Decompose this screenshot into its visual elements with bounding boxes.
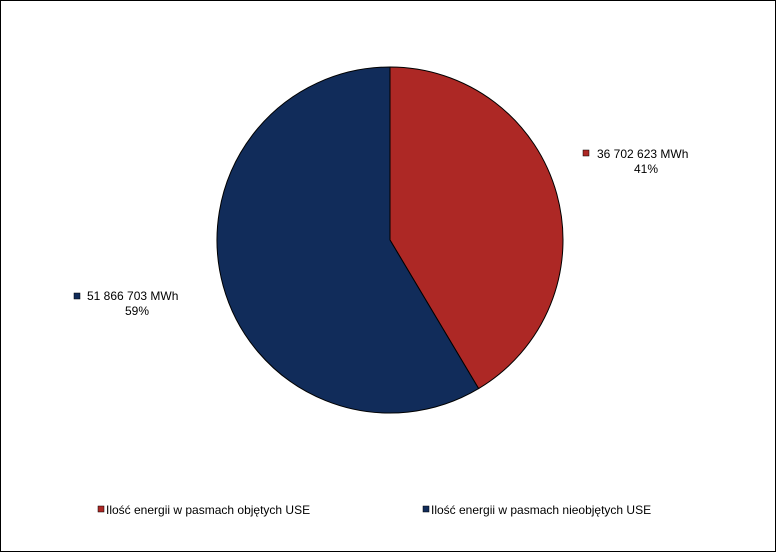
- data-label-marker-1: [73, 292, 81, 300]
- legend-swatch-0: [97, 505, 105, 513]
- legend-label-1: Ilość energii w pasmach nieobjętych USE: [431, 503, 651, 517]
- pie-slice-1: [216, 66, 480, 414]
- data-label-1: 51 866 703 MWh 59%: [73, 289, 178, 318]
- pie-slice-0: [389, 66, 564, 390]
- data-label-value-1: 51 866 703 MWh: [87, 289, 178, 303]
- legend-item-1: Ilość energii w pasmach nieobjętych USE: [422, 503, 651, 517]
- data-label-marker-0: [582, 149, 590, 157]
- data-label-percent-1: 59%: [125, 304, 149, 318]
- data-label-value-0: 36 702 623 MWh: [597, 147, 688, 161]
- legend-item-0: Ilość energii w pasmach objętych USE: [97, 503, 310, 517]
- legend: Ilość energii w pasmach objętych USE Ilo…: [97, 503, 651, 517]
- data-label-0: 36 702 623 MWh 41%: [582, 147, 688, 176]
- legend-label-0: Ilość energii w pasmach objętych USE: [106, 503, 310, 517]
- pie-slices: [216, 66, 564, 414]
- data-label-percent-0: 41%: [634, 162, 658, 176]
- legend-swatch-1: [422, 505, 430, 513]
